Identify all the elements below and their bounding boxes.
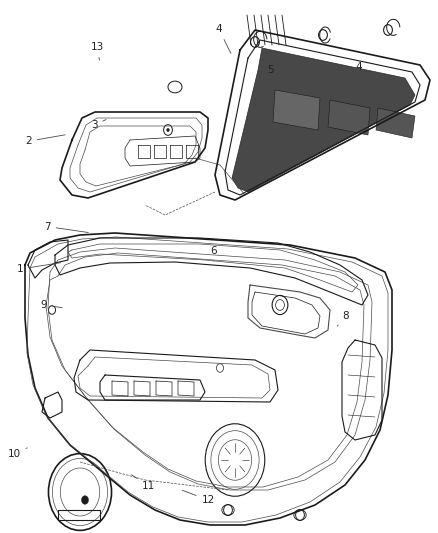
Text: 12: 12 bbox=[182, 490, 215, 505]
Text: 8: 8 bbox=[337, 311, 350, 326]
Text: 4: 4 bbox=[215, 25, 231, 53]
Text: 13: 13 bbox=[91, 42, 104, 60]
Text: 4: 4 bbox=[352, 62, 363, 80]
Text: 5: 5 bbox=[267, 66, 280, 81]
Text: 3: 3 bbox=[91, 119, 106, 130]
Text: 2: 2 bbox=[25, 135, 65, 146]
Circle shape bbox=[81, 496, 88, 504]
Polygon shape bbox=[328, 100, 370, 135]
Text: 7: 7 bbox=[44, 222, 88, 232]
Text: 10: 10 bbox=[7, 448, 27, 459]
Text: 11: 11 bbox=[131, 475, 155, 491]
Text: 1: 1 bbox=[16, 263, 61, 274]
Text: 6: 6 bbox=[210, 246, 217, 261]
Polygon shape bbox=[273, 90, 320, 130]
Polygon shape bbox=[232, 48, 415, 192]
Text: 9: 9 bbox=[40, 300, 62, 310]
Polygon shape bbox=[376, 108, 415, 138]
Circle shape bbox=[167, 128, 170, 132]
